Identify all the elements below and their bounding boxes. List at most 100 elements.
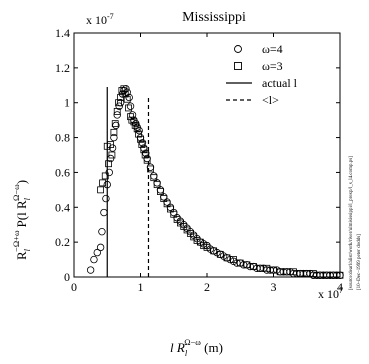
point-omega4: [98, 227, 106, 236]
point-omega3: [99, 179, 106, 187]
reference-lines: [106, 87, 150, 277]
point-omega3: [111, 120, 119, 128]
point-omega4: [126, 102, 135, 110]
y-tick-label: 1.2: [55, 61, 70, 75]
point-omega3: [120, 85, 128, 93]
x-tick-label: 1: [138, 280, 144, 294]
point-omega3: [150, 174, 158, 182]
x-tick-label: 0: [71, 280, 77, 294]
point-omega4: [102, 194, 110, 203]
point-omega3: [133, 125, 141, 133]
point-omega3: [115, 99, 122, 107]
point-omega3: [140, 146, 148, 154]
point-omega3: [210, 247, 218, 255]
point-omega3: [216, 250, 224, 258]
point-omega3: [101, 172, 109, 180]
y-tick-label: 0.6: [55, 165, 70, 179]
point-omega3: [143, 156, 151, 164]
point-omega3: [125, 104, 132, 112]
point-omega3: [250, 263, 257, 270]
point-omega3: [130, 118, 138, 126]
point-omega3: [263, 264, 271, 272]
point-omega4: [108, 144, 117, 152]
point-omega3: [329, 271, 337, 279]
point-omega3: [113, 108, 121, 115]
point-omega4: [106, 154, 115, 163]
point-omega3: [283, 268, 291, 276]
point-omega4: [150, 172, 158, 180]
point-omega3: [290, 268, 297, 276]
point-omega4: [90, 255, 98, 264]
y-axis-label: Rl−Ω+ωP(l RlΩ−ω): [11, 180, 32, 260]
point-omega3: [138, 141, 146, 148]
legend-label-actual-l: actual l: [262, 76, 298, 90]
point-omega4: [100, 208, 108, 217]
point-omega3: [316, 271, 324, 279]
point-omega3: [223, 254, 231, 262]
point-omega3: [303, 270, 311, 277]
point-omega4: [110, 133, 118, 142]
x-multiplier: x 107: [318, 286, 343, 301]
point-omega4: [125, 93, 133, 102]
source-note: [source:dearl/alist/work/river/ulmisissi…: [349, 156, 354, 290]
point-omega3: [203, 243, 211, 251]
legend-label-mean-l: <l>: [262, 93, 279, 107]
plot-area: 0 1 2 3 4 0 0.2 0.4 0.6 0.8 1 1.2 1.4: [55, 26, 344, 294]
legend-label-omega3: ω=3: [262, 59, 283, 73]
chart-title: Mississippi: [182, 10, 246, 25]
y-tick-label: 0.8: [55, 131, 70, 145]
point-omega3: [121, 90, 129, 98]
point-omega3: [323, 271, 331, 279]
point-omega3: [153, 181, 161, 189]
point-omega3: [309, 270, 317, 277]
legend-marker-circle: [234, 45, 242, 53]
point-omega3: [141, 151, 149, 159]
point-omega4: [86, 266, 95, 274]
point-omega3: [276, 268, 284, 276]
y-tick-label: 0: [64, 270, 70, 284]
point-omega3: [105, 160, 112, 168]
legend: ω=4 ω=3 actual l <l>: [226, 42, 298, 107]
point-omega3: [110, 128, 118, 136]
point-omega4: [135, 126, 143, 135]
point-omega3: [270, 266, 277, 274]
point-omega3: [123, 95, 131, 103]
y-multiplier: x 10-7: [86, 12, 114, 27]
point-omega4: [103, 180, 111, 189]
point-omega3: [97, 186, 104, 194]
y-tick-label: 1: [64, 96, 70, 110]
point-omega3: [147, 165, 154, 173]
y-tick-label: 0.4: [55, 200, 70, 214]
date-note: [10–Dec–1999 peter dodds]: [357, 234, 362, 290]
point-omega3: [108, 151, 116, 159]
y-tick-label: 0.2: [55, 235, 70, 249]
point-omega4: [93, 248, 101, 257]
legend-marker-square: [234, 62, 242, 70]
point-omega3: [236, 259, 244, 267]
y-tick-label: 1.4: [55, 26, 70, 40]
point-omega3: [157, 188, 164, 196]
x-tick-label: 4: [337, 280, 343, 294]
point-omega3: [107, 141, 114, 148]
data-points: [86, 85, 344, 279]
point-omega4: [105, 168, 113, 177]
point-omega3: [230, 256, 238, 263]
x-tick-label: 3: [271, 280, 277, 294]
point-omega3: [117, 94, 124, 101]
point-omega3: [296, 270, 304, 277]
point-omega4: [113, 111, 121, 119]
x-axis-label: l RlΩ−ω (m): [170, 337, 223, 358]
point-omega3: [336, 271, 344, 279]
point-omega3: [243, 261, 251, 269]
point-omega3: [131, 121, 139, 129]
point-omega4: [96, 243, 105, 252]
plot-frame: [73, 32, 341, 278]
y-ticks: 0 0.2 0.4 0.6 0.8 1 1.2 1.4: [55, 26, 340, 284]
point-omega3: [135, 130, 142, 138]
legend-label-omega4: ω=4: [262, 42, 283, 56]
point-omega4: [128, 111, 137, 119]
point-omega4: [146, 163, 155, 171]
x-tick-label: 2: [204, 280, 210, 294]
point-omega3: [256, 264, 264, 272]
